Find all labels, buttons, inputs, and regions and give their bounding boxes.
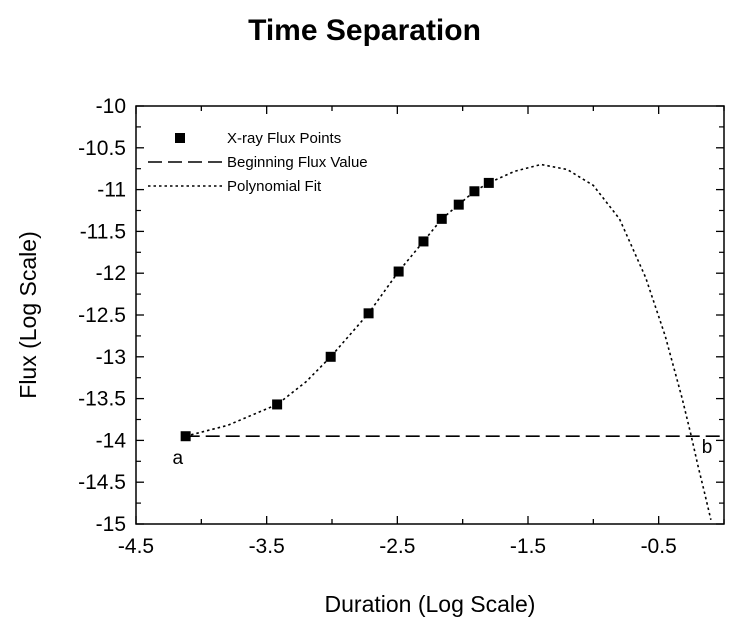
- legend-label: X-ray Flux Points: [227, 130, 341, 147]
- flux-point: [325, 351, 336, 362]
- annotation-label: b: [702, 437, 713, 458]
- y-tick-label: -14: [96, 429, 127, 452]
- y-tick-label: -13: [96, 346, 126, 369]
- legend: X-ray Flux Points Beginning Flux Value Pol…: [148, 130, 368, 195]
- y-tick-label: -11.5: [80, 220, 126, 243]
- chart-title: Time Separation: [248, 14, 481, 47]
- flux-point: [272, 399, 283, 410]
- polynomial-fit-line: [185, 163, 712, 520]
- x-tick-label: -3.5: [249, 535, 285, 558]
- x-axis-label: Duration (Log Scale): [325, 591, 536, 617]
- y-tick-label: -12: [96, 262, 126, 285]
- plot-frame: [135, 105, 725, 525]
- series-layer: [180, 163, 724, 520]
- x-tick-label: -2.5: [379, 535, 415, 558]
- annotations: ab: [173, 437, 713, 469]
- x-tick-label: -0.5: [641, 535, 677, 558]
- x-tick-label: -1.5: [510, 535, 546, 558]
- flux-point: [453, 199, 464, 210]
- x-tick-label: -4.5: [118, 535, 154, 558]
- y-tick-label: -11: [97, 179, 126, 202]
- y-tick-label: -10.5: [78, 137, 126, 160]
- y-tick-label: -10: [96, 95, 126, 118]
- annotation-label: a: [173, 448, 184, 469]
- flux-point: [393, 266, 404, 277]
- axis-tick-labels: -4.5 -3.5 -2.5 -1.5 -0.5 -10 -10.5 -11 -11.5 -12 -…: [78, 95, 677, 558]
- legend-label: Beginning Flux Value: [227, 154, 368, 171]
- axis-ticks: [135, 105, 725, 525]
- flux-point: [483, 177, 494, 188]
- flux-point: [418, 236, 429, 247]
- y-tick-label: -15: [96, 513, 126, 536]
- legend-label: Polynomial Fit: [227, 178, 322, 195]
- flux-point: [180, 431, 191, 442]
- y-tick-label: -12.5: [78, 304, 126, 327]
- flux-point: [469, 186, 480, 197]
- y-tick-label: -14.5: [78, 471, 126, 494]
- y-axis-label: Flux (Log Scale): [15, 231, 41, 398]
- legend-marker-points: [175, 133, 185, 143]
- y-tick-label: -13.5: [78, 388, 126, 411]
- flux-point: [436, 213, 447, 224]
